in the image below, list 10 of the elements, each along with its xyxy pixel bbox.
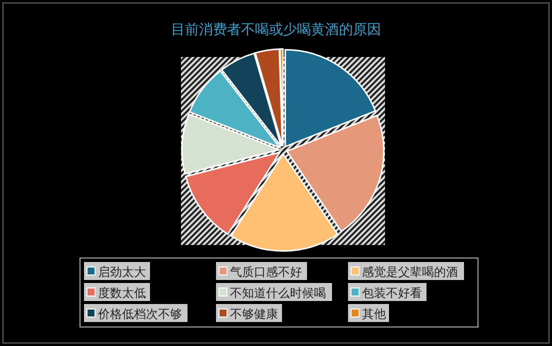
legend-label: 感觉是父辈喝的酒 bbox=[362, 265, 458, 279]
legend-label: 度数太低 bbox=[98, 286, 146, 300]
legend-label: 包装不好看 bbox=[362, 286, 422, 300]
legend-label: 启劲太大 bbox=[98, 265, 146, 279]
legend-label: 价格低档次不够 bbox=[97, 307, 182, 321]
legend-label: 不知道什么时候喝 bbox=[230, 286, 326, 300]
legend-label: 气质口感不好 bbox=[230, 265, 302, 279]
chart-title: 目前消费者不喝或少喝黄酒的原因 bbox=[171, 22, 381, 38]
legend-label: 不够健康 bbox=[230, 307, 278, 321]
legend-label: 其他 bbox=[362, 307, 386, 321]
